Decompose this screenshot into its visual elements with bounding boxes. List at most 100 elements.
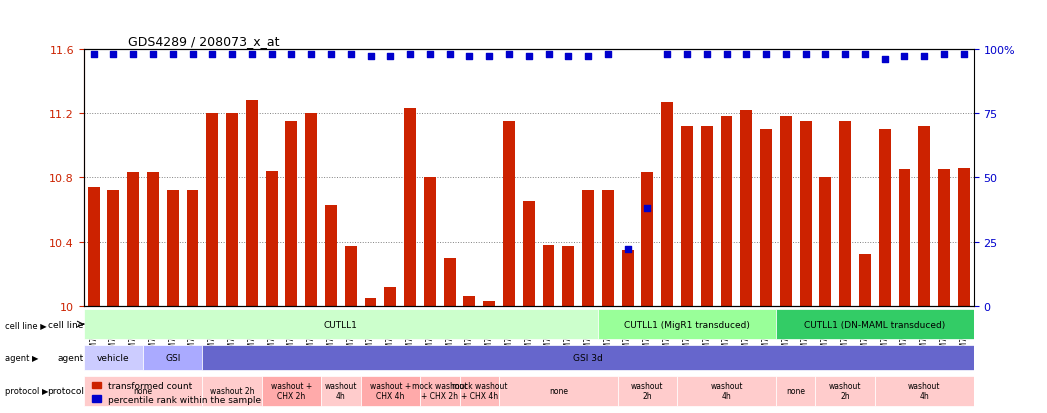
Bar bbox=[677, 376, 776, 406]
Bar bbox=[938, 170, 950, 306]
Bar bbox=[266, 171, 277, 306]
Bar bbox=[840, 122, 851, 306]
Text: GSI 3d: GSI 3d bbox=[573, 353, 603, 362]
Bar bbox=[618, 376, 677, 406]
Point bbox=[580, 54, 597, 61]
Bar bbox=[186, 191, 199, 306]
Bar bbox=[503, 122, 515, 306]
Point bbox=[244, 51, 261, 58]
Bar bbox=[958, 168, 970, 306]
Bar bbox=[776, 376, 816, 406]
Text: washout +
CHX 4h: washout + CHX 4h bbox=[370, 381, 410, 401]
Bar bbox=[84, 345, 143, 370]
Bar bbox=[602, 191, 614, 306]
Bar bbox=[776, 309, 974, 339]
Point bbox=[283, 51, 299, 58]
Point bbox=[125, 51, 141, 58]
Text: washout 2h: washout 2h bbox=[209, 386, 254, 395]
Point bbox=[441, 51, 458, 58]
Bar bbox=[720, 117, 733, 306]
Point bbox=[422, 51, 439, 58]
Bar bbox=[460, 376, 499, 406]
Point bbox=[362, 54, 379, 61]
Text: washout
2h: washout 2h bbox=[829, 381, 862, 401]
Text: none: none bbox=[786, 386, 805, 395]
Bar bbox=[598, 309, 776, 339]
Bar bbox=[878, 130, 891, 306]
Text: CUTLL1: CUTLL1 bbox=[324, 320, 358, 329]
Text: cell line ▶: cell line ▶ bbox=[5, 320, 47, 329]
Bar bbox=[642, 173, 653, 306]
Text: vehicle: vehicle bbox=[97, 353, 130, 362]
Point bbox=[500, 51, 517, 58]
Point bbox=[322, 51, 339, 58]
Bar bbox=[898, 170, 911, 306]
Point bbox=[916, 54, 933, 61]
Point bbox=[936, 51, 953, 58]
Text: none: none bbox=[549, 386, 567, 395]
Text: CUTLL1 (MigR1 transduced): CUTLL1 (MigR1 transduced) bbox=[624, 320, 750, 329]
Point bbox=[619, 247, 636, 253]
Point bbox=[85, 51, 102, 58]
Bar bbox=[820, 178, 831, 306]
Bar bbox=[128, 173, 139, 306]
Point bbox=[758, 51, 775, 58]
Point bbox=[678, 51, 695, 58]
Point bbox=[600, 51, 617, 58]
Text: washout
4h: washout 4h bbox=[710, 381, 742, 401]
Point bbox=[560, 54, 577, 61]
Bar bbox=[108, 191, 119, 306]
Text: CUTLL1 (DN-MAML transduced): CUTLL1 (DN-MAML transduced) bbox=[804, 320, 945, 329]
Point bbox=[263, 51, 280, 58]
Point bbox=[639, 205, 655, 212]
Bar bbox=[143, 345, 202, 370]
Bar bbox=[344, 247, 357, 306]
Bar bbox=[484, 301, 495, 306]
Bar bbox=[562, 247, 574, 306]
Point bbox=[382, 54, 399, 61]
Bar bbox=[147, 173, 159, 306]
Text: GSI: GSI bbox=[165, 353, 180, 362]
Bar bbox=[780, 117, 792, 306]
Text: washout +
CHX 2h: washout + CHX 2h bbox=[271, 381, 312, 401]
Bar bbox=[424, 178, 436, 306]
Text: washout
2h: washout 2h bbox=[631, 381, 664, 401]
Bar bbox=[499, 376, 618, 406]
Point bbox=[481, 54, 497, 61]
Bar bbox=[325, 205, 337, 306]
Bar bbox=[875, 376, 974, 406]
Bar bbox=[622, 250, 633, 306]
Bar bbox=[84, 376, 202, 406]
Point bbox=[303, 51, 319, 58]
Point bbox=[718, 51, 735, 58]
Point bbox=[797, 51, 814, 58]
Text: washout
4h: washout 4h bbox=[908, 381, 940, 401]
Text: none: none bbox=[134, 386, 153, 395]
Bar bbox=[226, 114, 238, 306]
Bar bbox=[286, 122, 297, 306]
Bar bbox=[364, 298, 377, 306]
Point bbox=[164, 51, 181, 58]
Point bbox=[956, 51, 973, 58]
Text: agent: agent bbox=[58, 353, 84, 362]
Bar bbox=[84, 309, 598, 339]
Text: mock washout
+ CHX 4h: mock washout + CHX 4h bbox=[451, 381, 507, 401]
Bar bbox=[444, 258, 455, 306]
Bar bbox=[321, 376, 360, 406]
Legend: transformed count, percentile rank within the sample: transformed count, percentile rank withi… bbox=[88, 377, 265, 407]
Bar bbox=[206, 114, 218, 306]
Point bbox=[342, 51, 359, 58]
Bar bbox=[262, 376, 321, 406]
Point bbox=[698, 51, 715, 58]
Bar bbox=[918, 126, 930, 306]
Bar bbox=[681, 126, 693, 306]
Point bbox=[778, 51, 795, 58]
Text: washout
4h: washout 4h bbox=[325, 381, 357, 401]
Point bbox=[876, 57, 893, 63]
Bar bbox=[384, 287, 396, 306]
Point bbox=[659, 51, 675, 58]
Bar bbox=[306, 114, 317, 306]
Point bbox=[856, 51, 873, 58]
Bar bbox=[166, 191, 179, 306]
Bar bbox=[522, 202, 535, 306]
